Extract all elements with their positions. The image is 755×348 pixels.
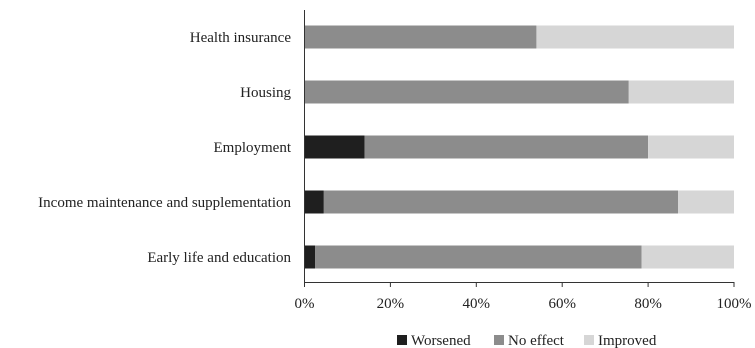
bar-no-effect-0 bbox=[304, 25, 537, 49]
bar-improved-1 bbox=[628, 80, 734, 104]
legend-label: Worsened bbox=[411, 333, 471, 348]
bar-improved-2 bbox=[648, 135, 734, 159]
legend-swatch-worsened bbox=[397, 335, 407, 345]
legend: Worsened No effect Improved bbox=[397, 333, 657, 348]
bar-worsened-3 bbox=[304, 190, 324, 214]
bar-no-effect-4 bbox=[315, 245, 642, 269]
bars-group bbox=[304, 25, 734, 269]
category-label: Early life and education bbox=[147, 250, 291, 266]
x-tick-label: 0% bbox=[295, 296, 315, 312]
legend-label: No effect bbox=[508, 333, 565, 348]
legend-swatch-no-effect bbox=[494, 335, 504, 345]
x-tick-label: 20% bbox=[377, 296, 405, 312]
category-label: Income maintenance and supplementation bbox=[38, 195, 291, 211]
legend-swatch-improved bbox=[584, 335, 594, 345]
x-tick-label: 40% bbox=[463, 296, 491, 312]
bar-worsened-4 bbox=[304, 245, 316, 269]
bar-no-effect-3 bbox=[323, 190, 679, 214]
legend-label: Improved bbox=[598, 333, 657, 348]
bar-improved-0 bbox=[536, 25, 734, 49]
bar-improved-3 bbox=[678, 190, 734, 214]
x-axis-ticks: 0% 20% 40% 60% 80% 100% bbox=[295, 282, 752, 312]
category-label: Health insurance bbox=[190, 30, 292, 46]
category-label: Housing bbox=[240, 85, 291, 101]
bar-no-effect-2 bbox=[364, 135, 649, 159]
x-tick-label: 100% bbox=[717, 296, 752, 312]
category-labels: Health insurance Housing Employment Income … bbox=[38, 30, 292, 266]
bar-worsened-2 bbox=[304, 135, 365, 159]
bar-no-effect-1 bbox=[304, 80, 629, 104]
bar-improved-4 bbox=[641, 245, 734, 269]
category-label: Employment bbox=[214, 140, 292, 156]
x-tick-label: 80% bbox=[634, 296, 662, 312]
x-tick-label: 60% bbox=[548, 296, 576, 312]
